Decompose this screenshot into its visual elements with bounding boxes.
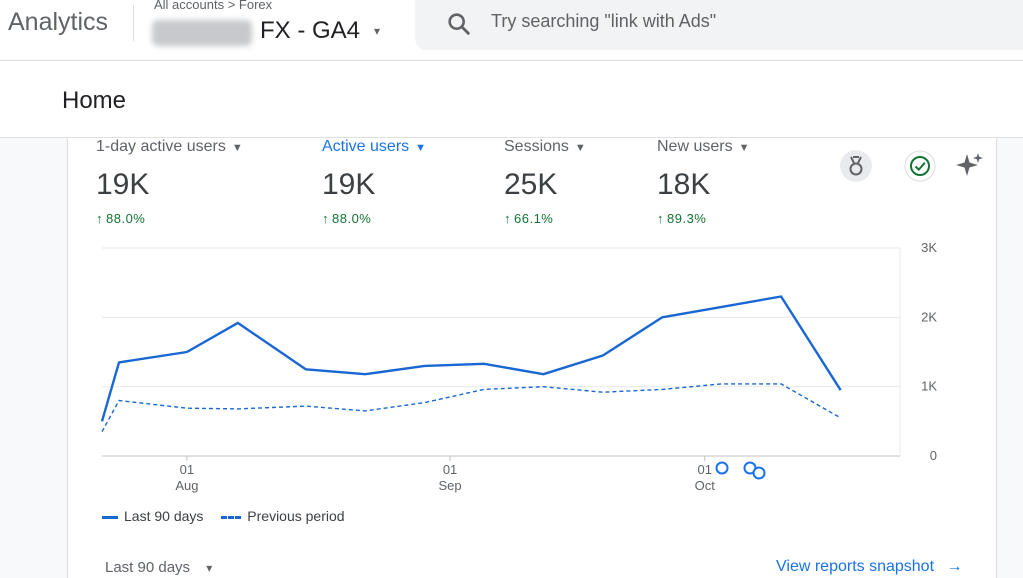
metric-change: 66.1% — [514, 211, 554, 226]
search-bar[interactable]: Try searching "link with Ads" — [415, 0, 1023, 50]
chevron-down-icon[interactable]: ▼ — [231, 142, 243, 154]
x-tick-month: Aug — [175, 478, 198, 493]
search-icon — [448, 13, 470, 35]
chevron-down-icon[interactable]: ▼ — [415, 142, 427, 154]
top-bar: Analytics All accounts > Forex FX - GA4 … — [0, 0, 1023, 61]
metric-label: Active users — [322, 138, 410, 155]
metric-change: 89.3% — [667, 211, 707, 226]
y-tick-label: 2K — [921, 309, 937, 324]
chevron-down-icon[interactable]: ▼ — [738, 142, 750, 154]
date-range-selector[interactable]: Last 90 days ▾ — [105, 559, 212, 576]
x-tick-day: 01 — [180, 462, 194, 477]
legend-item-previous[interactable]: Previous period — [221, 508, 345, 524]
chart-legend: Last 90 days Previous period — [102, 508, 345, 524]
page-title: Home — [62, 87, 127, 114]
metric-tab-1day-active-users[interactable]: 1-day active users ▼ 19K ↑ 88.0% — [96, 138, 243, 226]
x-tick-month: Oct — [695, 478, 716, 493]
chevron-down-icon[interactable]: ▾ — [206, 561, 213, 575]
metric-tab-active-users[interactable]: Active users ▼ 19K ↑ 88.0% — [322, 138, 426, 226]
metric-value: 19K — [322, 168, 376, 201]
link-label: View reports snapshot — [776, 558, 935, 575]
blurred-account-name — [152, 20, 252, 46]
y-tick-label: 0 — [930, 448, 937, 463]
legend-label: Last 90 days — [124, 508, 204, 524]
arrow-up-icon: ↑ — [96, 211, 103, 226]
breadcrumb[interactable]: All accounts > Forex — [154, 0, 273, 12]
metric-change: 88.0% — [332, 211, 372, 226]
arrow-up-icon: ↑ — [657, 211, 664, 226]
series-line-previous-period — [101, 383, 841, 433]
view-reports-snapshot-link[interactable]: View reports snapshot → — [776, 558, 962, 576]
annotation-marker[interactable] — [715, 461, 729, 475]
metric-label: New users — [657, 138, 733, 155]
x-tick-day: 01 — [698, 462, 712, 477]
y-tick-label: 3K — [921, 240, 937, 255]
page-header: Home — [0, 61, 1023, 138]
metric-label: Sessions — [504, 138, 569, 155]
metric-value: 18K — [657, 168, 711, 201]
metric-value: 19K — [96, 168, 150, 201]
metric-change: 88.0% — [106, 211, 146, 226]
metric-label: 1-day active users — [96, 138, 226, 155]
x-tick-day: 01 — [443, 462, 457, 477]
metric-tab-new-users[interactable]: New users ▼ 18K ↑ 89.3% — [657, 138, 749, 226]
series-line-last-90-days — [100, 295, 842, 422]
legend-item-current[interactable]: Last 90 days — [102, 508, 203, 524]
chevron-down-icon[interactable]: ▼ — [574, 142, 586, 154]
overview-card: 1-day active users ▼ 19K ↑ 88.0% Active us… — [67, 138, 997, 578]
x-tick-month: Sep — [438, 478, 461, 493]
chevron-down-icon[interactable]: ▾ — [374, 24, 381, 38]
header-divider — [133, 5, 134, 41]
search-input[interactable]: Try searching "link with Ads" — [491, 11, 717, 31]
legend-label: Previous period — [247, 508, 345, 524]
y-tick-label: 1K — [921, 379, 937, 394]
date-range-label: Last 90 days — [105, 559, 191, 576]
check-circle-icon[interactable] — [904, 150, 936, 182]
metric-tab-sessions[interactable]: Sessions ▼ 25K ↑ 66.1% — [504, 138, 586, 226]
app-logo[interactable]: Analytics — [8, 8, 109, 36]
annotation-marker[interactable] — [752, 466, 766, 480]
insights-badge-icon[interactable] — [840, 150, 872, 182]
arrow-right-icon: → — [946, 558, 963, 575]
metric-value: 25K — [504, 168, 558, 201]
property-selector[interactable]: FX - GA4 — [260, 17, 361, 44]
arrow-up-icon: ↑ — [322, 211, 329, 226]
arrow-up-icon: ↑ — [504, 211, 511, 226]
sparkle-icon[interactable] — [954, 150, 986, 182]
